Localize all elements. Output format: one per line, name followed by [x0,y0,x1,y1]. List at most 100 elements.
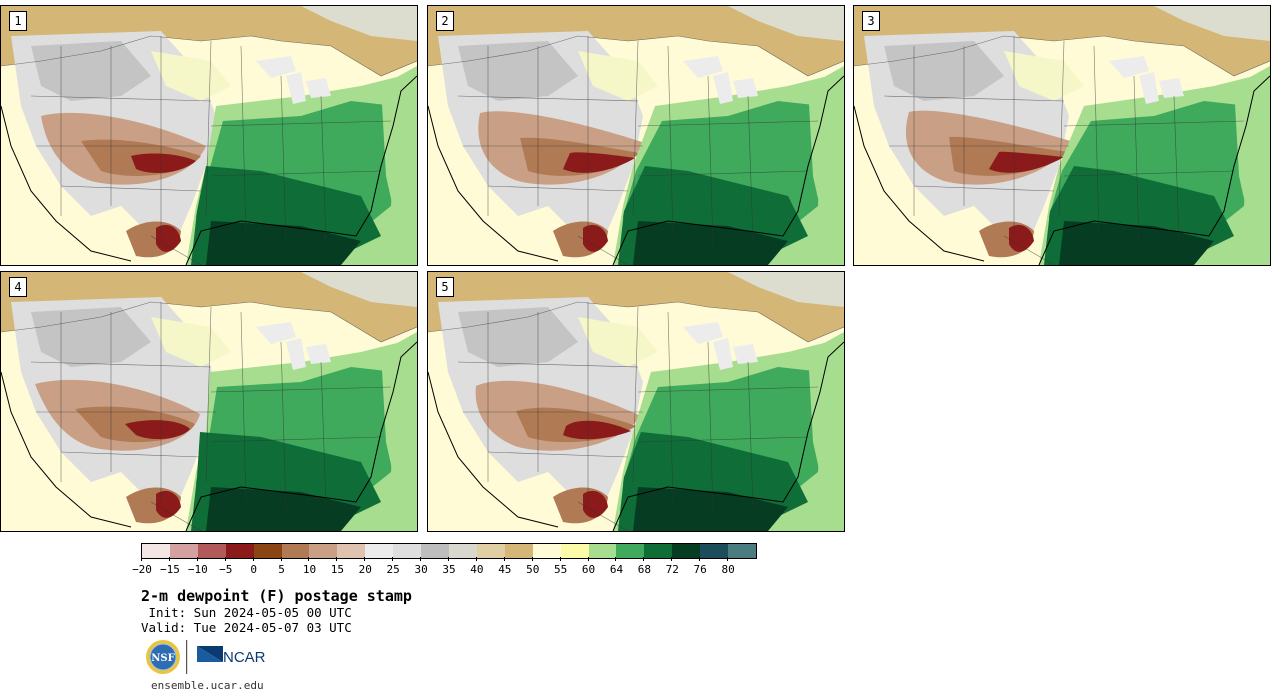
colorbar-tick-label: 55 [554,563,568,576]
dry-core-dark [563,420,631,440]
boundary-line [280,341,287,513]
atlantic-moist [808,66,844,221]
colorbar-swatch [309,544,338,558]
boundary-line [1,35,417,77]
pacific-coastline [428,105,559,262]
lake-michigan [713,338,733,370]
lake-huron [306,344,331,364]
boundary-line [854,35,1270,77]
colorbar-tick-label: −10 [187,563,208,576]
colorbar-tick-label: −15 [159,563,180,576]
colorbar-tick [364,557,366,561]
boundary-line [913,185,1055,192]
boundary-line [667,45,674,237]
boundary-line [205,40,212,217]
colorbar-tick [615,557,617,561]
canada-region [1,6,417,76]
boundary-line [637,120,819,127]
quebec-region [728,6,844,41]
site-url[interactable]: ensemble.ucar.edu [151,679,264,692]
panel-member-5: 5 [427,271,845,532]
svg-text:NCAR: NCAR [223,649,266,666]
lake-superior [683,56,723,78]
quebec-region [1154,6,1270,41]
colorbar [141,543,757,559]
gulf-core [633,487,788,531]
dry-core-dark [989,151,1064,173]
valid-time: Valid: Tue 2024-05-07 03 UTC [141,620,352,635]
lake-superior [256,322,296,344]
colorbar-ticks: −20 −15 −10 −5 0 5 10 15 20 25 30 35 40 45 50 55 60 64 68 7… [132,557,755,579]
atlantic-moist [381,66,417,221]
colorbar-swatch [728,544,756,558]
colorbar-swatch [560,544,589,558]
lake-michigan [713,72,733,104]
atlantic-moist [1234,66,1270,221]
boundary-line [1003,235,1055,265]
lake-superior [256,56,296,78]
dry-core-dark [125,420,190,440]
quebec-region [301,272,417,307]
atlantic-moist [381,332,417,487]
boundary-line [210,386,392,393]
mexico-dry-core [583,224,608,252]
svg-text:NSF: NSF [151,653,174,664]
colorbar-tick [503,557,505,561]
colorbar-tick-label: 50 [526,563,540,576]
quebec-region [301,6,417,41]
colorbar-swatch [700,544,729,558]
boundary-line [457,361,639,368]
boundary-line [205,306,212,483]
colorbar-tick [141,557,142,561]
boundary-line [320,95,327,242]
colorbar-tick-label: 72 [665,563,679,576]
colorbar-swatch [142,544,170,558]
member-label: 2 [436,11,454,31]
colorbar-tick-label: 25 [386,563,400,576]
boundary-line [60,185,202,192]
boundary-line [747,361,754,508]
dewpoint-map [428,272,844,531]
ncar-logo-icon: NCAR [197,646,266,666]
colorbar-tick [252,557,254,561]
gulf-core [206,487,361,531]
boundary-line [30,361,212,368]
colorbar-tick [587,557,589,561]
mexico-dry-core [156,224,181,252]
colorbar-tick-label: 68 [637,563,651,576]
boundary-line [210,120,392,127]
colorbar-tick [280,557,282,561]
plot-title: 2-m dewpoint (F) postage stamp [141,587,412,605]
boundary-line [637,436,809,443]
dewpoint-map [1,272,417,531]
lake-michigan [286,72,306,104]
colorbar-swatch [337,544,366,558]
colorbar-swatch [169,544,198,558]
colorbar-tick [671,557,673,561]
colorbar-tick [448,557,449,561]
plains-yellow [578,51,658,101]
lake-huron [306,78,331,98]
boundary-line [150,235,202,265]
colorbar-tick [699,557,701,561]
gulf-core [206,221,361,265]
member-label: 4 [9,277,27,297]
boundary-line [632,40,639,217]
boundary-line [1063,120,1245,127]
boundary-line [1173,95,1180,242]
colorbar-tick [475,557,477,561]
dry-core-dark [563,152,635,173]
boundary-line [747,95,754,242]
lake-michigan [286,338,306,370]
colorbar-tick [308,557,310,561]
colorbar-tick-label: 64 [609,563,624,576]
boundary-line [1,301,417,343]
gulf-atlantic-coastline [185,341,417,531]
colorbar-swatch [448,544,477,558]
colorbar-tick [224,557,226,561]
plains-yellow [151,317,231,367]
quebec-region [728,272,844,307]
colorbar-swatch [393,544,422,558]
colorbar-tick [168,557,170,561]
colorbar-tick-label: 0 [250,563,257,576]
